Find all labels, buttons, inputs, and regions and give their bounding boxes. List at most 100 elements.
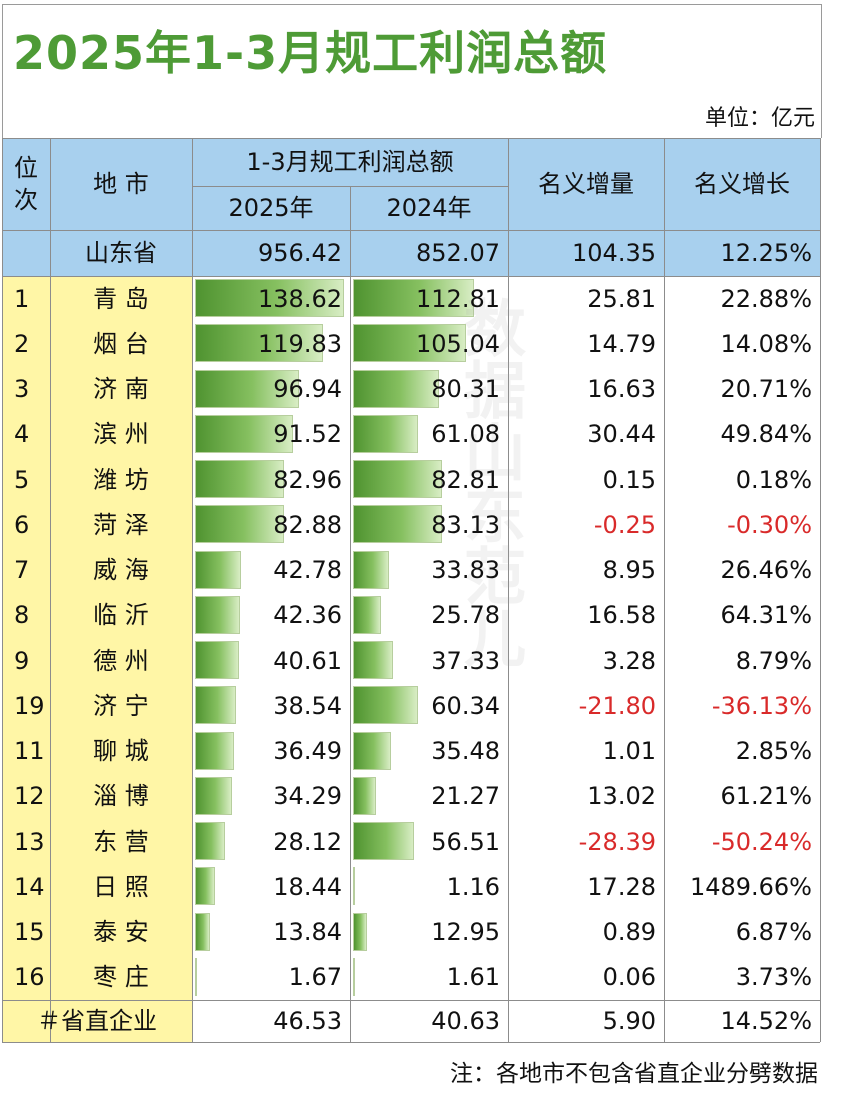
value-2025-cell-text: 34.29 (273, 782, 342, 811)
bar-2024 (353, 822, 414, 860)
bar-2024 (353, 686, 418, 725)
value-2025-cell-text: 119.83 (258, 329, 342, 358)
title-box: 2025年1-3月规工利润总额 (2, 4, 822, 94)
growth-cell-text: 6.87% (735, 918, 812, 947)
city-cell-text: 枣 庄 (93, 963, 149, 992)
header-increase: 名义增量 (508, 138, 664, 230)
increase-cell-text: -28.39 (578, 827, 656, 856)
value-2024-cell: 105.04 (350, 321, 508, 366)
rank-cell-text: 15 (14, 918, 45, 947)
bar-2025 (195, 414, 294, 453)
bar-2024 (353, 505, 443, 544)
header-city-text: 地 市 (93, 170, 149, 198)
increase-cell: 16.63 (508, 367, 664, 412)
increase-cell-text: -0.25 (593, 510, 656, 539)
city-cell: 青 岛 (50, 276, 192, 322)
growth-cell: 2.85% (664, 729, 820, 774)
bar-2025 (195, 957, 197, 996)
value-2024-cell-text: 1.61 (446, 963, 500, 992)
growth-cell-text: -0.30% (727, 510, 812, 539)
increase-cell: 0.15 (508, 457, 664, 502)
rank-cell: 3 (2, 366, 50, 412)
increase-cell: -28.39 (508, 819, 664, 864)
value-2025-cell: 28.12 (192, 819, 350, 864)
value-2024-cell-text: 1.16 (446, 872, 500, 901)
value-2024-cell: 25.78 (350, 593, 508, 638)
increase-cell: 25.81 (508, 276, 664, 321)
increase-cell: -21.80 (508, 683, 664, 728)
value-2025-cell: 91.52 (192, 412, 350, 457)
value-2024-cell: 35.48 (350, 729, 508, 774)
header-rank: 位次 (2, 138, 50, 230)
value-2024-cell: 37.33 (350, 638, 508, 683)
value-2024-cell-text: 21.27 (431, 782, 500, 811)
value-2025-cell-text: 42.78 (273, 556, 342, 585)
grid-line (2, 1042, 820, 1043)
bar-2024 (353, 912, 367, 951)
rank-cell: 1 (2, 276, 50, 322)
growth-cell-text: 64.31% (720, 601, 812, 630)
city-cell: 泰 安 (50, 909, 192, 955)
footer-growth-text: 14.52% (720, 1007, 812, 1035)
city-cell-text: 临 沂 (93, 601, 149, 630)
footer-2025: 46.53 (192, 1000, 350, 1042)
rank-cell: 9 (2, 638, 50, 684)
value-2024-cell-text: 82.81 (431, 465, 500, 494)
city-cell: 济 南 (50, 366, 192, 412)
value-2025-cell-text: 96.94 (273, 375, 342, 404)
bar-2024 (353, 279, 474, 317)
value-2025-cell: 42.78 (192, 548, 350, 593)
value-2024-cell-text: 37.33 (431, 646, 500, 675)
footer-2024-text: 40.63 (431, 1007, 500, 1035)
value-2025-cell-text: 1.67 (288, 963, 342, 992)
growth-cell-text: 22.88% (720, 284, 812, 313)
growth-cell-text: 61.21% (720, 782, 812, 811)
value-2025-cell: 38.54 (192, 683, 350, 728)
city-cell-text: 潍 坊 (93, 465, 149, 494)
header-rank-char: 位 (14, 154, 38, 182)
value-2025-cell: 34.29 (192, 774, 350, 819)
rank-cell: 13 (2, 819, 50, 865)
bar-2025 (195, 912, 210, 951)
growth-cell: 26.46% (664, 548, 820, 593)
city-cell-text: 泰 安 (93, 918, 149, 947)
header-year-2024-text: 2024年 (386, 194, 472, 222)
bar-2025 (195, 460, 284, 498)
rank-cell: 6 (2, 502, 50, 548)
footer-2025-text: 46.53 (273, 1007, 342, 1035)
city-cell-text: 东 营 (93, 827, 149, 856)
rank-cell-text: 14 (14, 872, 45, 901)
city-cell-text: 菏 泽 (93, 510, 149, 539)
increase-cell-text: 16.63 (587, 375, 656, 404)
increase-cell: 14.79 (508, 321, 664, 366)
growth-cell: 8.79% (664, 638, 820, 683)
profit-table: 位次地 市 1-3月规工利润总额 2025年 2024年 名义增量 名义增长 山东省 956.… (2, 138, 821, 1045)
increase-cell-text: 13.02 (587, 782, 656, 811)
rank-cell-text: 6 (14, 510, 30, 539)
city-cell: 聊 城 (50, 728, 192, 774)
footer-increase: 5.90 (508, 1000, 664, 1042)
value-2025-cell: 13.84 (192, 910, 350, 955)
increase-cell-text: 16.58 (587, 601, 656, 630)
province-name-text: 山东省 (85, 239, 157, 267)
bar-2025 (195, 279, 344, 317)
value-2024-cell: 1.16 (350, 864, 508, 909)
growth-cell-text: 0.18% (735, 465, 812, 494)
rank-cell-text: 7 (14, 556, 30, 585)
city-cell: 潍 坊 (50, 457, 192, 503)
increase-cell-text: 1.01 (602, 737, 656, 766)
value-2025-cell-text: 18.44 (273, 872, 342, 901)
rank-cell: 12 (2, 773, 50, 819)
rank-cell-text: 11 (14, 737, 45, 766)
rank-cell: 19 (2, 683, 50, 729)
footer-growth: 14.52% (664, 1000, 820, 1042)
rank-cell: 11 (2, 728, 50, 774)
value-2025-cell-text: 40.61 (273, 646, 342, 675)
increase-cell: 16.58 (508, 593, 664, 638)
value-2024-cell-text: 12.95 (431, 918, 500, 947)
bar-2024 (353, 867, 355, 906)
grid-line (664, 138, 665, 1042)
bar-2025 (195, 505, 284, 544)
footnote: 注：各地市不包含省直企业分劈数据 (450, 1061, 818, 1087)
grid-line (2, 138, 820, 139)
